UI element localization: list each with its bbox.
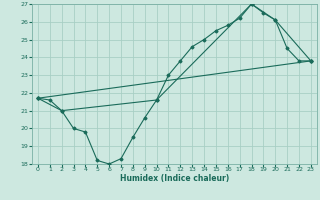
X-axis label: Humidex (Indice chaleur): Humidex (Indice chaleur) [120, 174, 229, 183]
